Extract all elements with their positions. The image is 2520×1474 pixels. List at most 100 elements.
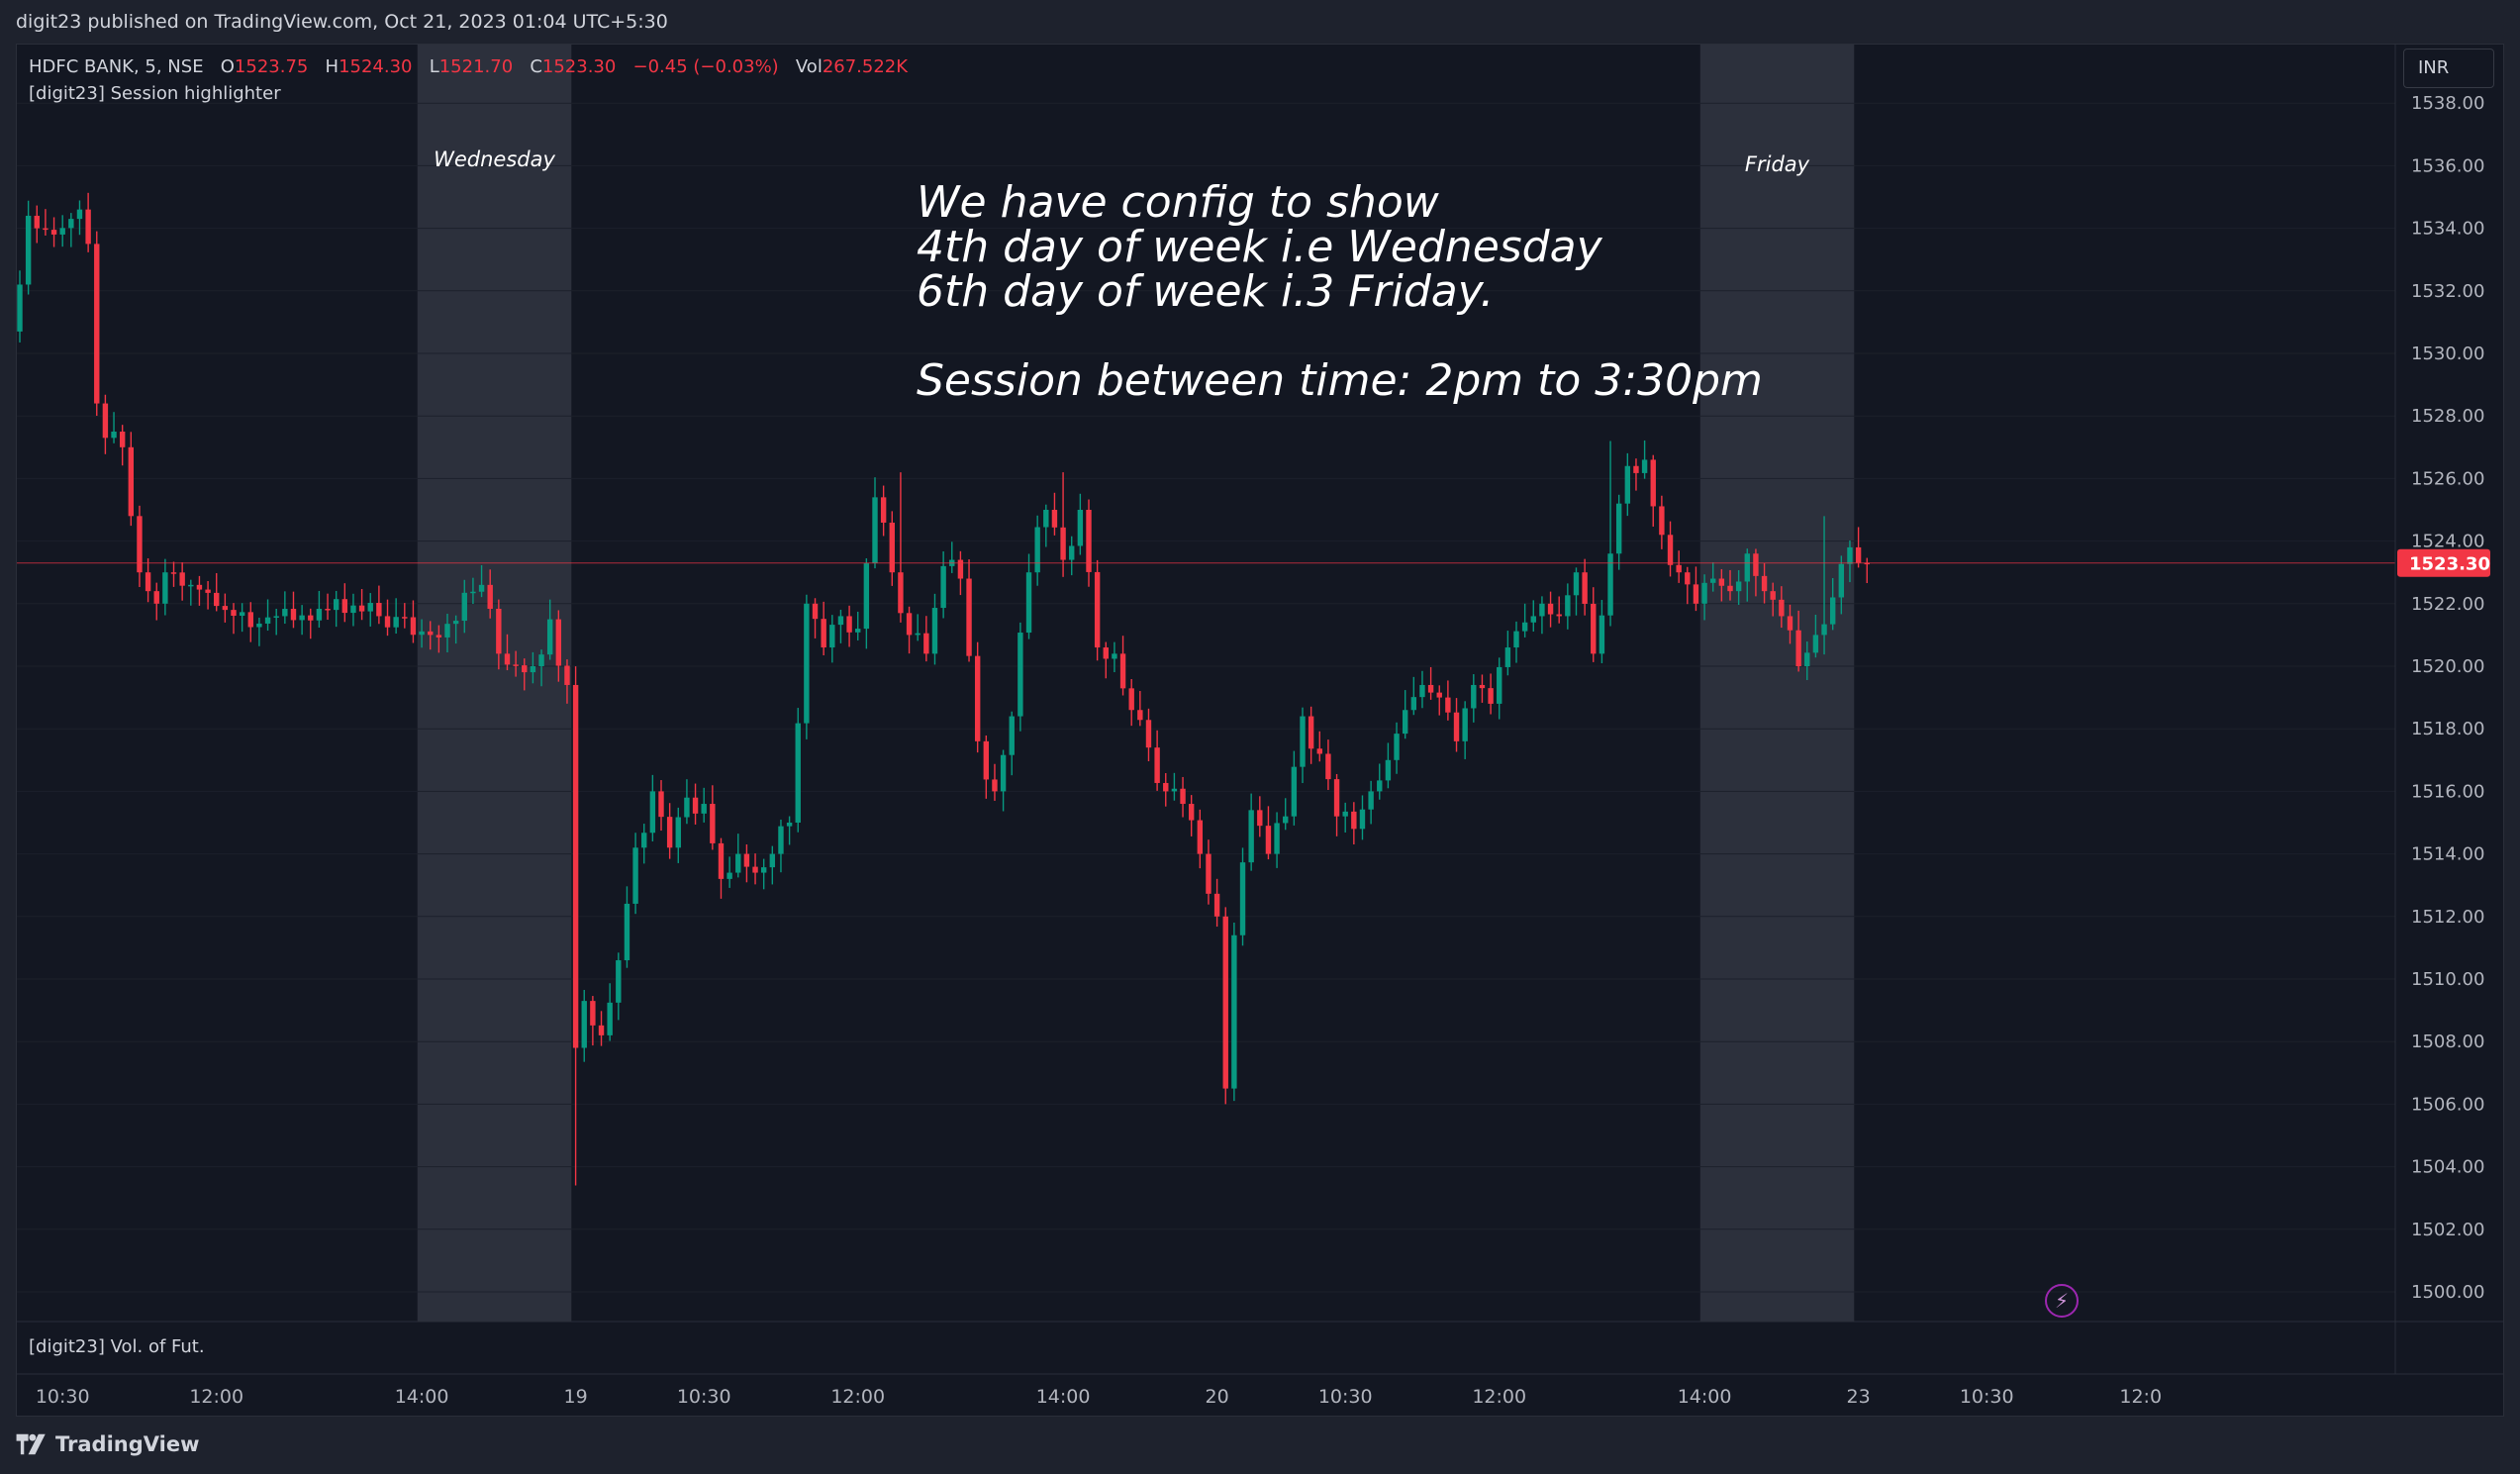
candle-body <box>1402 710 1408 735</box>
candle <box>1043 504 1049 547</box>
candle <box>880 485 887 537</box>
candle-body <box>341 599 348 614</box>
candle <box>1128 678 1134 727</box>
candle-body <box>889 522 895 573</box>
candle-body <box>1804 652 1810 666</box>
candle <box>222 593 229 623</box>
candle <box>256 617 262 646</box>
candle <box>632 833 638 915</box>
candle-body <box>581 1001 587 1048</box>
candle <box>1615 494 1622 570</box>
candle-body <box>1222 916 1228 1089</box>
candle-body <box>957 559 964 579</box>
candle-body <box>393 617 399 628</box>
candle <box>821 601 826 656</box>
candle <box>1710 562 1716 592</box>
candle <box>590 996 596 1046</box>
candle <box>504 634 511 671</box>
candle-body <box>1316 748 1322 754</box>
candle <box>1812 614 1819 658</box>
open-label: O <box>220 56 235 77</box>
candle-body <box>821 619 826 648</box>
candle-body <box>898 572 904 614</box>
price-tick-label: 1526.00 <box>2411 468 2484 489</box>
candle-body <box>436 635 442 638</box>
candle <box>393 598 399 635</box>
candle <box>701 787 707 823</box>
candle <box>1847 540 1853 583</box>
candle-body <box>940 565 946 609</box>
candle-body <box>1145 720 1152 748</box>
candle-body <box>649 791 656 834</box>
candle <box>1462 701 1468 759</box>
candle-body <box>1599 615 1605 654</box>
candle-body <box>1248 810 1254 863</box>
candle-body <box>1735 581 1742 592</box>
session-band <box>417 45 572 1322</box>
candlestick-chart[interactable]: Wednesday Friday 1500.001502.001504.00150… <box>0 0 2520 1417</box>
candle <box>1274 812 1280 868</box>
candle-body <box>1000 754 1007 792</box>
candle-body <box>786 823 793 827</box>
candle-body <box>1283 816 1289 824</box>
candle <box>795 708 801 833</box>
candle <box>778 819 784 873</box>
candle-body <box>282 609 288 617</box>
candle-body <box>256 623 262 628</box>
candle <box>666 803 673 859</box>
candle <box>1342 802 1348 833</box>
tradingview-logo[interactable]: TradingView <box>16 1432 199 1456</box>
candle <box>1497 657 1502 720</box>
candle <box>1325 739 1331 791</box>
candle-body <box>778 826 784 854</box>
candle <box>410 600 417 643</box>
candle-body <box>247 612 253 628</box>
candle <box>1504 631 1511 676</box>
price-tick-label: 1528.00 <box>2411 406 2484 427</box>
lightning-icon[interactable]: ⚡ <box>2045 1284 2079 1318</box>
candle <box>350 593 356 627</box>
candle <box>1051 492 1058 536</box>
candle-body <box>1351 811 1357 830</box>
candle <box>341 583 348 623</box>
symbol-label[interactable]: HDFC BANK, 5, NSE <box>29 56 204 77</box>
candle <box>1676 550 1682 583</box>
candle <box>1368 780 1374 825</box>
candle <box>923 616 929 662</box>
candle <box>804 594 810 739</box>
candle-body <box>85 209 91 245</box>
candle <box>1753 548 1759 597</box>
candle <box>1069 536 1075 576</box>
candle-body <box>1171 788 1178 792</box>
candle <box>1385 742 1392 789</box>
candle-body <box>59 228 65 235</box>
candle <box>76 200 83 236</box>
candle <box>1351 802 1357 844</box>
candle <box>966 559 972 662</box>
candle-body <box>718 842 725 879</box>
candle <box>872 477 878 569</box>
candle <box>1624 452 1631 517</box>
candle-body <box>564 665 570 685</box>
indicator-legend[interactable]: [digit23] Session highlighter <box>29 83 281 104</box>
candle <box>1693 566 1699 612</box>
candle-body <box>1685 572 1691 585</box>
volume-label: Vol <box>795 56 823 77</box>
candle <box>718 837 725 899</box>
annotation-text[interactable]: We have config to show 4th day of week i… <box>917 177 1763 406</box>
candle <box>616 952 622 1021</box>
currency-button[interactable]: INR <box>2403 49 2494 88</box>
candle <box>1591 587 1597 662</box>
candle-body <box>1094 571 1101 648</box>
candle <box>325 593 331 621</box>
candle-body <box>470 591 476 594</box>
candle <box>769 845 776 885</box>
candle <box>1795 610 1801 672</box>
candle-body <box>102 403 109 439</box>
candle <box>34 205 40 244</box>
volume-pane-label[interactable]: [digit23] Vol. of Fut. <box>29 1336 205 1357</box>
candle <box>170 561 177 587</box>
candle-body <box>43 228 48 231</box>
candle-body <box>1051 510 1058 528</box>
candle <box>837 609 844 643</box>
